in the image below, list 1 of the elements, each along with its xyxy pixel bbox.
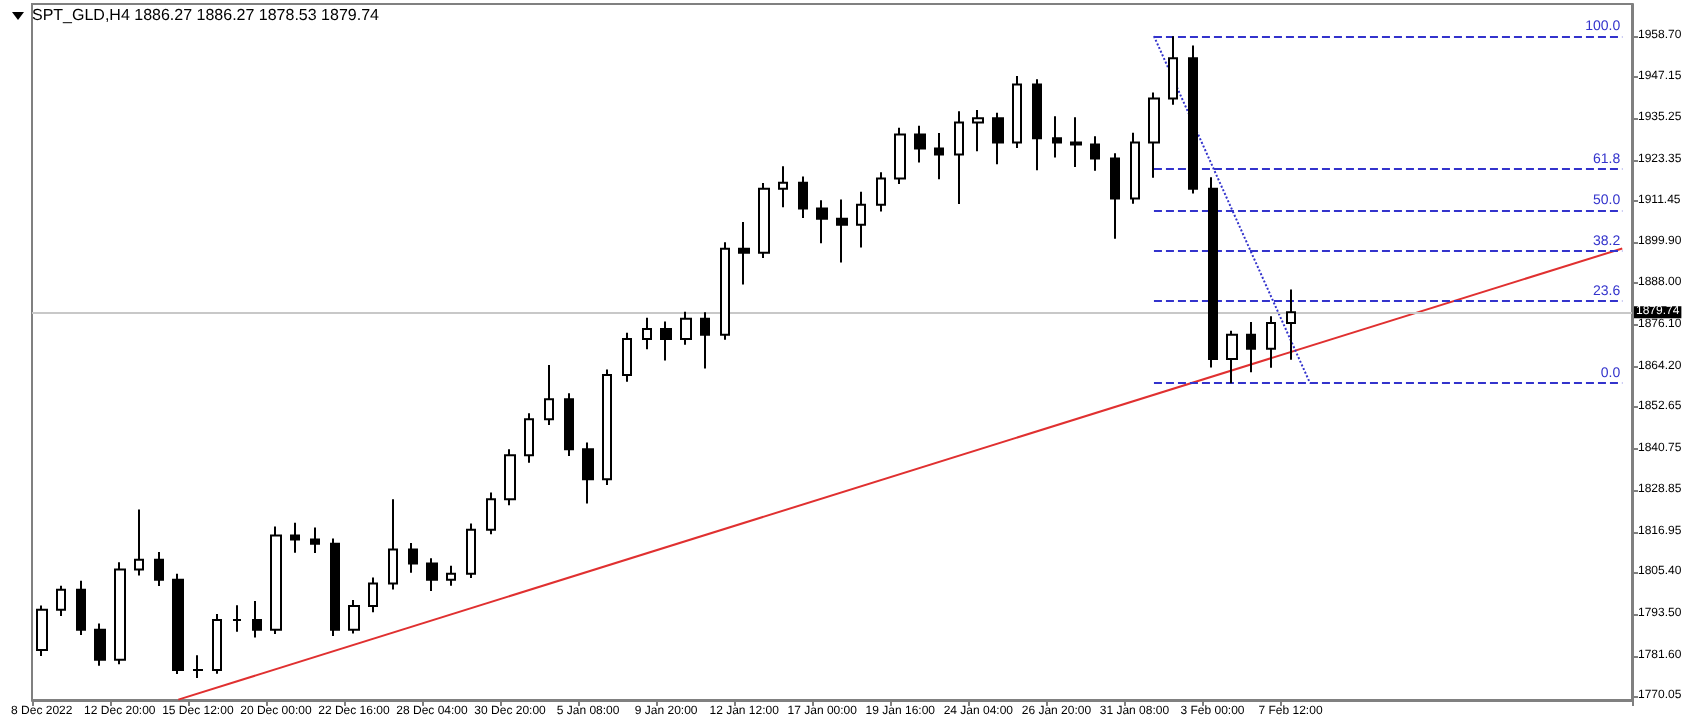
chart-title: SPT_GLD,H4 1886.27 1886.27 1878.53 1879.74 xyxy=(32,6,379,24)
